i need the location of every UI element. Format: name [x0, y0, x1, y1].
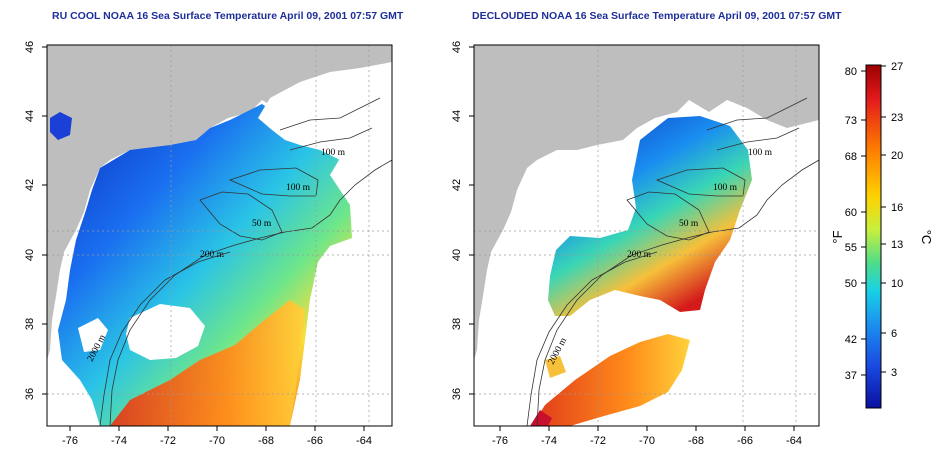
left-x-tick: -70 — [209, 435, 225, 447]
colorbar-f-tick: 42 — [845, 334, 857, 346]
left-cloud-north — [258, 62, 392, 180]
right-map: 100 m 100 m 50 m 200 m 2000 m — [451, 41, 820, 447]
left-map-title: RU COOL NOAA 16 Sea Surface Temperature … — [52, 10, 404, 22]
left-cloud-patch — [78, 318, 108, 352]
right-sst-patch — [545, 356, 566, 378]
left-contour-label-100m-b: 100 m — [286, 183, 311, 193]
colorbar-f-tick: 55 — [845, 242, 857, 254]
right-sst-hot-spot — [530, 410, 552, 426]
right-sst-warm — [532, 334, 690, 426]
left-y-tick: 46 — [24, 41, 36, 53]
right-y-tick: 46 — [451, 41, 463, 53]
colorbar-c-tick: 16 — [891, 202, 903, 214]
left-x-tick: -66 — [307, 435, 323, 447]
left-y-tick: 38 — [24, 318, 36, 330]
colorbar-celsius-ticks-marks — [881, 65, 886, 373]
left-map-border — [46, 44, 393, 427]
colorbar-c-tick: 27 — [891, 61, 903, 73]
colorbar-c-tick: 20 — [891, 150, 903, 162]
left-cloud-south — [126, 304, 205, 360]
colorbar-f-tick: 80 — [845, 66, 857, 78]
left-land — [47, 45, 392, 360]
left-sst-patch — [50, 112, 72, 140]
left-contour-label-50m: 50 m — [252, 219, 272, 229]
colorbar-c-tick: 6 — [891, 328, 897, 340]
colorbar-c-tick: 23 — [891, 112, 903, 124]
left-x-tick: -74 — [111, 435, 127, 447]
left-contours — [99, 97, 392, 426]
right-map-title: DECLOUDED NOAA 16 Sea Surface Temperatur… — [472, 10, 842, 22]
left-x-axis: -76 -74 -72 -70 -68 -66 -64 — [62, 426, 372, 447]
colorbar-fahrenheit-ticks-marks — [861, 70, 866, 376]
right-x-tick: -64 — [786, 435, 802, 447]
colorbar-f-tick: 60 — [845, 207, 857, 219]
right-contour-label-100m-a: 100 m — [748, 148, 773, 158]
right-x-tick: -70 — [639, 435, 655, 447]
left-y-tick: 40 — [24, 249, 36, 261]
left-warm-band — [110, 300, 305, 426]
right-gridlines — [474, 45, 819, 426]
left-x-tick: -76 — [62, 435, 78, 447]
colorbar-fahrenheit-label: °F — [830, 230, 845, 243]
right-y-tick: 44 — [451, 110, 463, 122]
right-contours — [526, 97, 819, 426]
right-x-tick: -74 — [541, 435, 557, 447]
right-x-tick: -72 — [590, 435, 606, 447]
left-gridlines — [47, 45, 392, 426]
left-contour-label-100m-a: 100 m — [321, 148, 346, 158]
colorbar-celsius-label: °C — [919, 230, 934, 245]
colorbar-f-tick: 73 — [845, 115, 857, 127]
colorbar: 80 73 68 60 55 50 42 37 27 23 20 16 13 1… — [830, 61, 934, 409]
colorbar-c-tick: 3 — [891, 367, 897, 379]
colorbar-f-tick: 50 — [845, 278, 857, 290]
right-contour-label-50m: 50 m — [679, 219, 699, 229]
right-land — [474, 45, 819, 360]
right-y-axis: 46 44 42 40 38 36 — [451, 41, 474, 400]
left-y-tick: 36 — [24, 388, 36, 400]
right-y-tick: 36 — [451, 388, 463, 400]
right-contour-label-100m-b: 100 m — [713, 183, 738, 193]
left-y-axis: 46 44 42 40 38 36 — [24, 41, 47, 400]
left-x-tick: -68 — [258, 435, 274, 447]
right-y-tick: 40 — [451, 249, 463, 261]
right-x-axis: -76 -74 -72 -70 -68 -66 -64 — [492, 426, 802, 447]
left-y-tick: 42 — [24, 179, 36, 191]
colorbar-f-tick: 37 — [845, 370, 857, 382]
colorbar-c-tick: 13 — [891, 239, 903, 251]
colorbar-c-tick: 10 — [891, 278, 903, 290]
left-x-tick: -72 — [160, 435, 176, 447]
right-y-tick: 38 — [451, 318, 463, 330]
colorbar-f-tick: 68 — [845, 151, 857, 163]
left-x-tick: -64 — [356, 435, 372, 447]
colorbar-scale — [865, 64, 882, 409]
left-map: 100 m 100 m 50 m 200 m 2000 m — [24, 41, 393, 447]
left-y-tick: 44 — [24, 110, 36, 122]
right-y-tick: 42 — [451, 179, 463, 191]
right-sst-cold — [548, 116, 752, 316]
left-nodata-east — [290, 236, 392, 426]
right-x-tick: -76 — [492, 435, 508, 447]
right-x-tick: -66 — [737, 435, 753, 447]
right-x-tick: -68 — [688, 435, 704, 447]
